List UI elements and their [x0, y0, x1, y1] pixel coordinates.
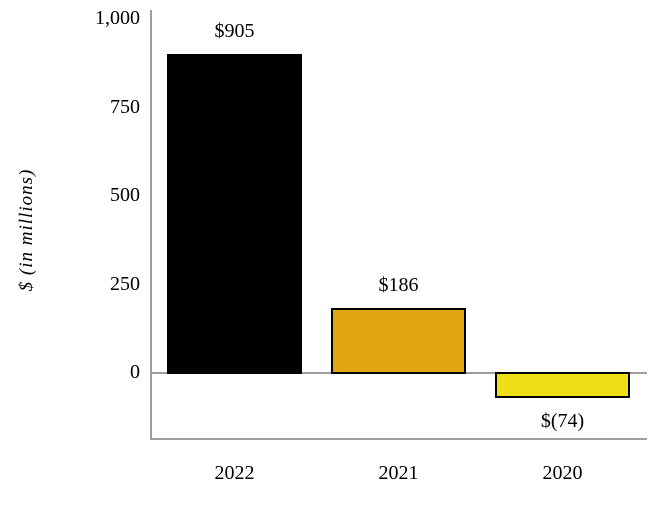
- x-tick-label-2020: 2020: [542, 462, 583, 484]
- y-tick-label: 0: [130, 361, 140, 383]
- y-tick-label: 1,000: [95, 7, 140, 29]
- x-tick-label-2021: 2021: [378, 462, 419, 484]
- y-axis-line: [150, 10, 152, 440]
- bar-value-label: $186: [378, 274, 419, 296]
- bar-2020: [495, 372, 630, 398]
- bar-value-label: $905: [214, 20, 255, 42]
- y-tick-label: 250: [110, 272, 140, 295]
- bar-value-label: $(74): [540, 410, 585, 432]
- bar-2021: [331, 308, 466, 374]
- y-tick-label: 750: [110, 95, 140, 118]
- x-tick-label-2022: 2022: [214, 462, 255, 484]
- plot-bottom-border: [150, 438, 647, 440]
- y-tick-label: 500: [110, 184, 140, 206]
- bar-2022: [167, 54, 302, 374]
- y-axis-title: $ (in millions): [16, 168, 37, 292]
